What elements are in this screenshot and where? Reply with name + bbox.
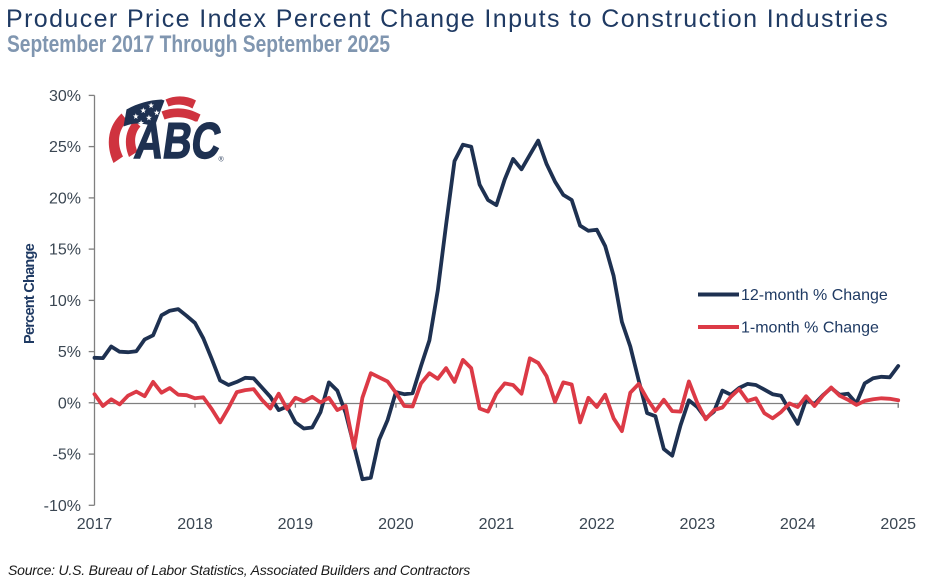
svg-text:12-month % Change: 12-month % Change [741,287,888,304]
svg-text:2022: 2022 [579,516,615,533]
svg-text:2023: 2023 [680,516,716,533]
svg-text:1-month % Change: 1-month % Change [741,320,879,337]
svg-text:-5%: -5% [53,447,81,464]
svg-text:30%: 30% [49,88,81,105]
svg-text:2018: 2018 [177,516,213,533]
svg-text:ABC: ABC [132,112,225,169]
svg-text:-10%: -10% [44,498,81,515]
svg-text:5%: 5% [58,344,81,361]
svg-text:15%: 15% [49,242,81,259]
svg-text:2024: 2024 [780,516,816,533]
svg-text:20%: 20% [49,190,81,207]
svg-text:2017: 2017 [77,516,113,533]
svg-text:®: ® [219,156,225,164]
svg-text:0%: 0% [58,395,81,412]
svg-text:Percent Change: Percent Change [22,243,38,344]
svg-text:2021: 2021 [479,516,515,533]
svg-text:2019: 2019 [278,516,314,533]
svg-text:2020: 2020 [378,516,414,533]
svg-text:25%: 25% [49,139,81,156]
svg-text:2025: 2025 [880,516,916,533]
svg-text:10%: 10% [49,293,81,310]
